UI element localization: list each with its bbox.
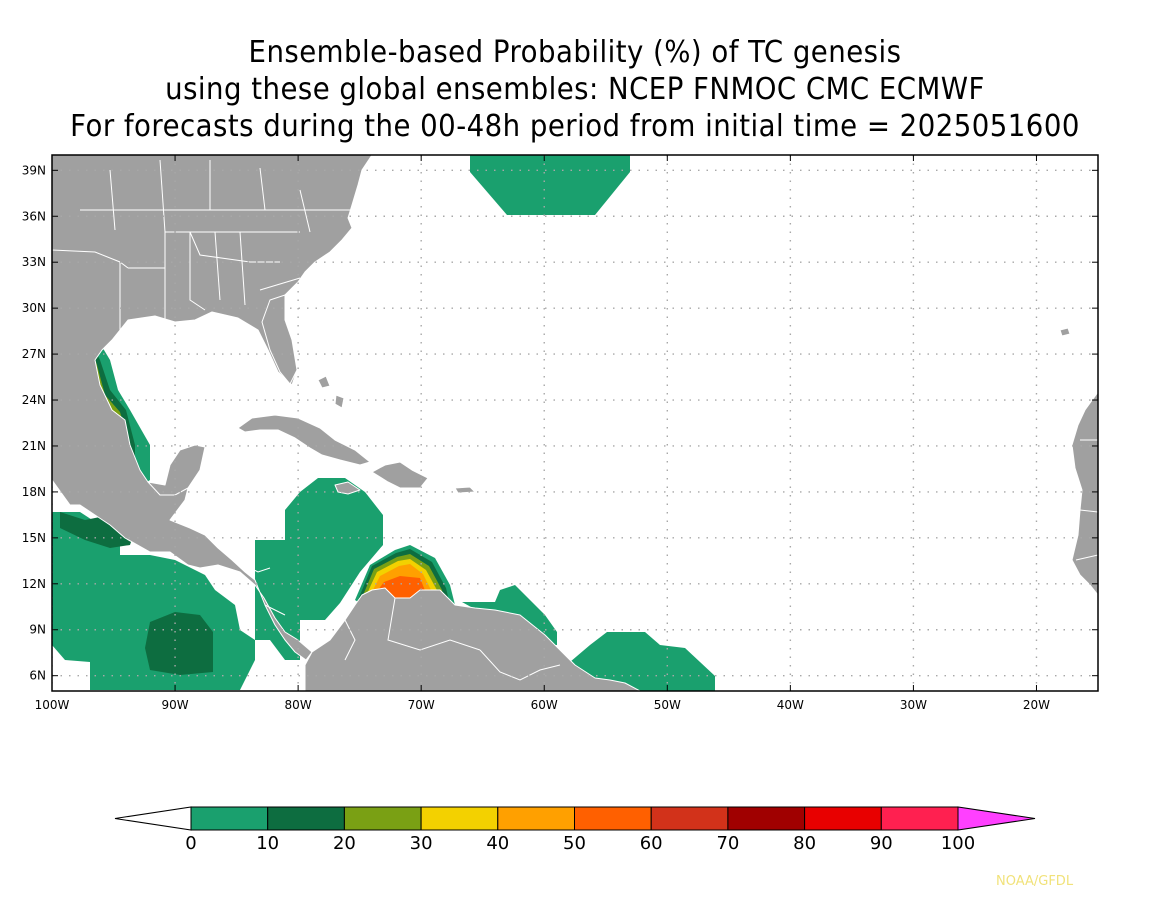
longitude-axis: 100W 90W 80W 70W 60W 50W 40W 30W 20W — [35, 155, 1050, 712]
prob-area-atlantic-north — [470, 155, 630, 215]
colorbar-label: 30 — [410, 833, 433, 854]
colorbar-label: 50 — [563, 833, 586, 854]
colorbar-under-arrow — [114, 806, 192, 831]
title-line-2: using these global ensembles: NCEP FNMOC… — [165, 72, 985, 107]
colorbar-bin — [574, 806, 652, 831]
latitude-axis: 39N 36N 33N 30N 27N 24N 21N 18N 15N 12N 9N 6N — [22, 163, 1098, 683]
lat-tick-label: 36N — [22, 209, 46, 223]
land-puerto-rico — [454, 486, 476, 494]
lon-tick-label: 100W — [35, 698, 70, 712]
lat-tick-label: 39N — [22, 163, 46, 177]
map-frame — [51, 154, 1099, 692]
lon-tick-label: 80W — [285, 698, 312, 712]
colorbar-bin — [343, 806, 422, 831]
land-cuba — [237, 414, 371, 466]
map-plot-area — [52, 155, 1098, 691]
lat-tick-label: 18N — [22, 485, 46, 499]
lon-tick-label: 50W — [654, 698, 681, 712]
prob-area-caribbean-west — [255, 478, 383, 660]
title-line-3: For forecasts during the 00-48h period f… — [70, 109, 1080, 144]
colorbar-label: 20 — [333, 833, 356, 854]
colorbar-label: 90 — [870, 833, 893, 854]
lat-tick-label: 27N — [22, 347, 46, 361]
lon-tick-label: 20W — [1023, 698, 1050, 712]
credit-label: NOAA/GFDL — [996, 874, 1074, 889]
lon-tick-label: 60W — [531, 698, 558, 712]
lat-tick-label: 15N — [22, 531, 46, 545]
colorbar-bin — [727, 806, 806, 831]
land-bahamas-2 — [334, 394, 345, 409]
prob-area-guiana — [570, 632, 715, 691]
lat-tick-label: 24N — [22, 393, 46, 407]
land-bahamas-1 — [317, 375, 331, 389]
land-jamaica — [334, 481, 361, 495]
land-florida — [261, 294, 298, 385]
lat-tick-label: 30N — [22, 301, 46, 315]
colorbar-over-arrow — [957, 806, 1036, 831]
colorbar-bin — [267, 806, 345, 831]
land-africa — [1071, 391, 1098, 596]
lat-tick-label: 33N — [22, 255, 46, 269]
land-south-america — [304, 587, 641, 691]
colorbar-label: 70 — [716, 833, 739, 854]
land-yucatan — [147, 444, 206, 496]
lon-tick-label: 30W — [900, 698, 927, 712]
lon-tick-label: 90W — [161, 698, 188, 712]
colorbar-label: 0 — [185, 833, 196, 854]
land-canary — [1059, 327, 1071, 337]
colorbar-bin — [420, 806, 499, 831]
colorbar-label: 40 — [486, 833, 509, 854]
land-hispaniola — [371, 461, 429, 489]
colorbar-label: 60 — [640, 833, 663, 854]
lon-tick-label: 70W — [408, 698, 435, 712]
prob-area-pacific-core — [145, 612, 213, 675]
title-line-1: Ensemble-based Probability (%) of TC gen… — [248, 35, 902, 70]
colorbar-bin — [880, 806, 959, 831]
lon-tick-label: 40W — [777, 698, 804, 712]
lat-tick-label: 12N — [22, 577, 46, 591]
land-masses — [52, 155, 1098, 691]
colorbar: 0 10 20 30 40 50 60 70 80 90 100 — [114, 806, 1036, 854]
colorbar-bin — [804, 806, 882, 831]
political-borders — [52, 159, 1098, 681]
lat-tick-label: 21N — [22, 439, 46, 453]
colorbar-label: 100 — [941, 833, 975, 854]
lat-tick-label: 9N — [29, 623, 46, 637]
colorbar-label: 10 — [256, 833, 279, 854]
colorbar-bin — [497, 806, 575, 831]
colorbar-label: 80 — [793, 833, 816, 854]
lat-tick-label: 6N — [29, 669, 46, 683]
colorbar-bin — [650, 806, 729, 831]
colorbar-bin — [190, 806, 269, 831]
map-title: Ensemble-based Probability (%) of TC gen… — [0, 34, 1150, 145]
